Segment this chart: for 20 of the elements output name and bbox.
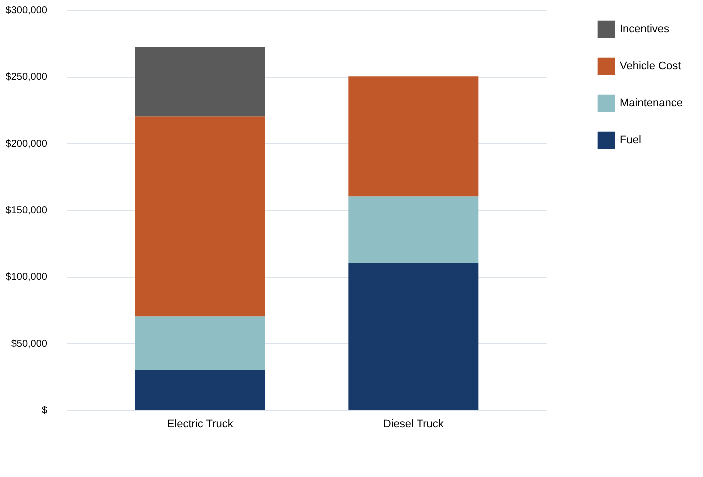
y-tick-label: $ [42, 406, 48, 416]
y-tick-label: $150,000 [6, 206, 48, 216]
y-tick-label: $300,000 [6, 6, 48, 16]
x-tick-label: Electric Truck [167, 418, 234, 430]
bar [348, 76, 479, 197]
legend-label: Maintenance [620, 98, 683, 110]
legend-label: Incentives [620, 24, 670, 36]
y-tick-label: $200,000 [6, 138, 48, 150]
bar [135, 116, 266, 317]
y-tick-label: $50,000 [11, 338, 48, 350]
bar [348, 263, 479, 410]
bar [135, 370, 266, 410]
bar [135, 316, 266, 370]
x-tick-label: Diesel Truck [383, 418, 444, 430]
legend-label: Vehicle Cost [620, 60, 682, 72]
legend-label: Fuel [620, 134, 642, 146]
bar [135, 47, 266, 117]
y-tick-label: $100,000 [6, 272, 48, 284]
y-tick-label: $250,000 [6, 72, 48, 84]
bar [348, 196, 479, 264]
